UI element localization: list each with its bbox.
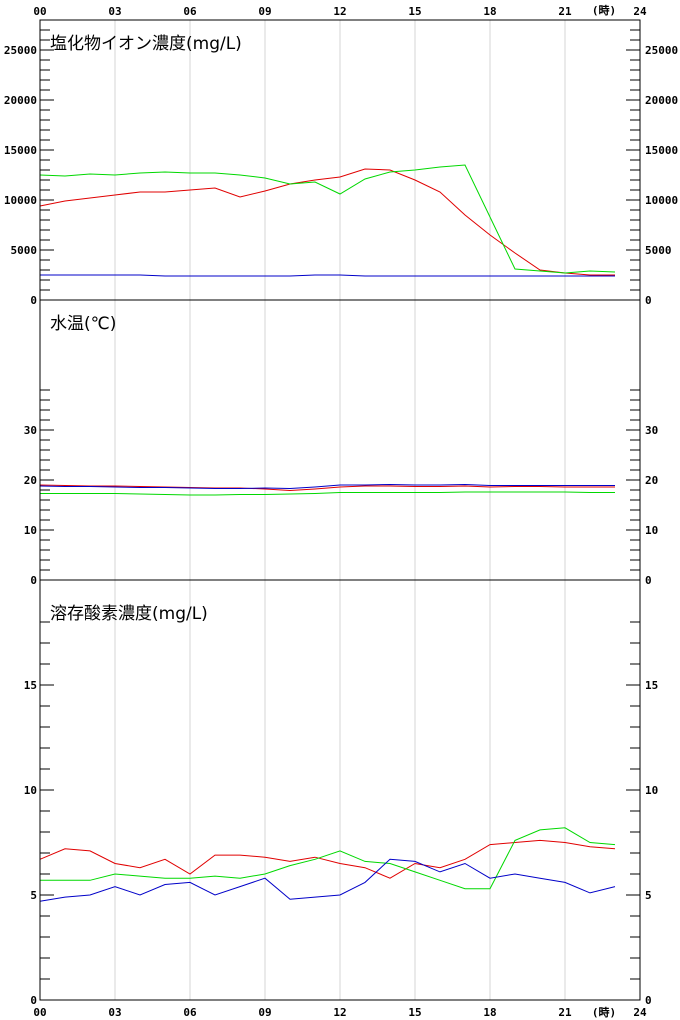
series-line-1 [40,491,615,496]
x-tick-label-top: 00 [33,5,46,18]
series-line-2 [39,483,615,490]
y-tick-label-left: 5 [30,889,37,902]
x-tick-label-top: 21 [558,5,572,18]
y-tick-label-left: 0 [30,294,37,307]
y-tick-label-right: 10 [645,784,658,797]
x-tick-label-bottom: 06 [183,1006,197,1019]
y-tick-label-left: 15000 [4,144,37,157]
y-tick-label-left: 10 [24,524,37,537]
panel-title-dissolved-oxygen: 溶存酸素濃度(mg/L) [50,604,208,624]
x-tick-label-bottom: 15 [408,1006,421,1019]
panel-title-chloride: 塩化物イオン濃度(mg/L) [50,34,242,54]
series-line-0 [39,839,616,879]
y-tick-label-right: 10 [645,524,658,537]
panel-1: 0 0 10 10 20 20 30 30 [24,299,658,587]
y-tick-label-right: 10000 [645,194,678,207]
panel-0: 0 0 5000 5000 10000 10000 15000 15000 20000 20000… [4,19,678,307]
y-tick-label-right: 25000 [645,44,678,57]
y-tick-label-right: 0 [645,994,652,1007]
x-tick-label-bottom: 21 [558,1006,572,1019]
x-tick-label-bottom: 24 [633,1006,647,1019]
panel-border [39,579,641,1001]
panel-2: 0 0 5 5 10 10 15 15 [24,579,658,1007]
time-unit-label-top: (時) [592,3,616,17]
time-unit-label-bottom: (時) [592,1005,616,1019]
y-tick-label-right: 15 [645,679,658,692]
x-tick-label-top: 12 [333,5,346,18]
y-tick-label-right: 20000 [645,94,678,107]
x-tick-label-top: 18 [483,5,496,18]
y-tick-label-right: 15000 [645,144,678,157]
x-tick-label-bottom: 09 [258,1006,271,1019]
x-tick-label-bottom: 03 [108,1006,121,1019]
x-tick-label-top: 03 [108,5,121,18]
x-tick-label-bottom: 12 [333,1006,346,1019]
x-tick-label-bottom: 00 [33,1006,46,1019]
y-tick-label-left: 15 [24,679,37,692]
x-tick-label-top: 06 [183,5,197,18]
series-line-1 [39,164,616,274]
y-tick-label-left: 20 [24,474,37,487]
y-tick-label-left: 5000 [11,244,38,257]
series-line-1 [40,827,616,890]
y-tick-label-left: 30 [24,424,37,437]
y-tick-label-right: 30 [645,424,658,437]
y-tick-label-right: 0 [645,574,652,587]
series-line-0 [39,168,615,276]
y-tick-label-right: 5 [645,889,652,902]
x-tick-label-bottom: 18 [483,1006,496,1019]
series-line-2 [40,274,615,277]
x-tick-label-top: 09 [258,5,271,18]
series-line-0 [39,484,615,492]
x-tick-label-top: 15 [408,5,421,18]
series-line-2 [39,858,616,902]
panel-title-water-temp: 水温(℃) [50,314,116,334]
y-tick-label-left: 0 [30,994,37,1007]
y-tick-label-left: 10 [24,784,37,797]
y-tick-label-right: 20 [645,474,658,487]
y-tick-label-left: 20000 [4,94,37,107]
y-tick-label-left: 0 [30,574,37,587]
y-tick-label-right: 0 [645,294,652,307]
x-tick-label-top: 24 [633,5,647,18]
y-tick-label-left: 10000 [4,194,37,207]
y-tick-label-left: 25000 [4,44,37,57]
y-tick-label-right: 5000 [645,244,672,257]
